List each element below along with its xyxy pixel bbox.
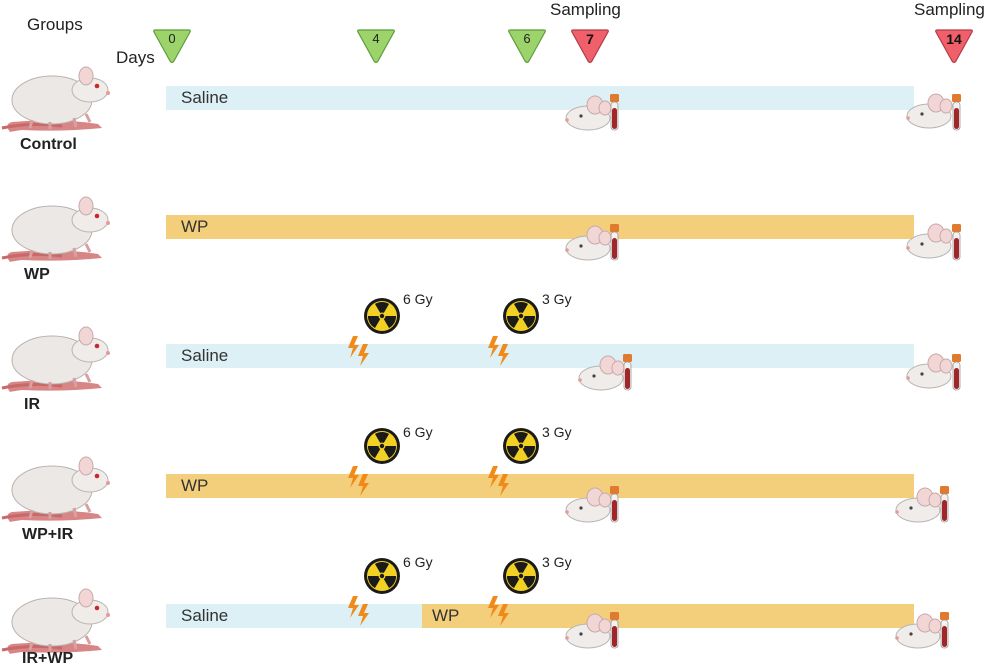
treatment-bar-label: WP	[181, 476, 209, 495]
dose-label: 3 Gy	[542, 291, 572, 307]
mouse-head-icon	[564, 225, 612, 261]
treatment-bar-label: Saline	[181, 346, 229, 365]
blood-tube-icon	[609, 93, 620, 131]
day-marker-4: 4	[356, 28, 396, 64]
blood-tube-icon	[951, 223, 962, 261]
treatment-bar-saline: Saline	[166, 604, 422, 628]
lightning-icon	[488, 336, 509, 366]
treatment-bar-label: WP	[181, 217, 209, 236]
dose-label: 3 Gy	[542, 554, 572, 570]
lightning-icon	[348, 336, 369, 366]
group-label-control: Control	[20, 136, 77, 153]
treatment-bar: Saline	[166, 344, 914, 368]
treatment-bar-label: WP	[432, 606, 460, 625]
day-marker-7: 7	[570, 28, 610, 64]
treatment-bar: WP	[166, 474, 914, 498]
rat-icon	[0, 65, 112, 134]
sampling-label-day14: Sampling	[914, 0, 985, 19]
blood-tube-icon	[622, 353, 633, 391]
blood-tube-icon	[951, 353, 962, 391]
lightning-icon	[488, 596, 509, 626]
blood-tube-icon	[951, 93, 962, 131]
mouse-head-icon	[564, 487, 612, 523]
blood-tube-icon	[609, 223, 620, 261]
radiation-icon	[364, 558, 400, 594]
days-label: Days	[116, 48, 155, 67]
day-marker-14: 14	[934, 28, 974, 64]
blood-tube-icon	[609, 611, 620, 649]
blood-tube-icon	[939, 485, 950, 523]
group-label-ir-wp: IR+WP	[22, 650, 74, 667]
radiation-icon	[364, 298, 400, 334]
mouse-head-icon	[564, 95, 612, 131]
radiation-icon	[503, 298, 539, 334]
lightning-icon	[348, 596, 369, 626]
rat-icon	[0, 455, 112, 524]
mouse-head-icon	[577, 355, 625, 391]
treatment-bar: WP	[166, 215, 914, 239]
mouse-head-icon	[564, 613, 612, 649]
dose-label: 6 Gy	[403, 291, 433, 307]
groups-heading: Groups	[27, 15, 83, 34]
group-label-ir: IR	[24, 396, 40, 413]
mouse-head-icon	[894, 487, 942, 523]
dose-label: 3 Gy	[542, 424, 572, 440]
mouse-head-icon	[894, 613, 942, 649]
day-marker-6: 6	[507, 28, 547, 64]
radiation-icon	[503, 428, 539, 464]
blood-tube-icon	[609, 485, 620, 523]
dose-label: 6 Gy	[403, 424, 433, 440]
radiation-icon	[364, 428, 400, 464]
group-label-wp: WP	[24, 266, 50, 283]
blood-tube-icon	[939, 611, 950, 649]
treatment-bar-label: Saline	[181, 88, 229, 107]
dose-label: 6 Gy	[403, 554, 433, 570]
rat-icon	[0, 325, 112, 394]
mouse-head-icon	[905, 223, 953, 259]
group-label-wp-ir: WP+IR	[22, 526, 74, 543]
treatment-bar-label: Saline	[181, 606, 229, 625]
rat-icon	[0, 587, 112, 656]
day-marker-0: 0	[152, 28, 192, 64]
lightning-icon	[488, 466, 509, 496]
rat-icon	[0, 195, 112, 264]
treatment-bar: Saline	[166, 86, 914, 110]
sampling-label-day7: Sampling	[550, 0, 621, 19]
lightning-icon	[348, 466, 369, 496]
radiation-icon	[503, 558, 539, 594]
mouse-head-icon	[905, 93, 953, 129]
mouse-head-icon	[905, 353, 953, 389]
